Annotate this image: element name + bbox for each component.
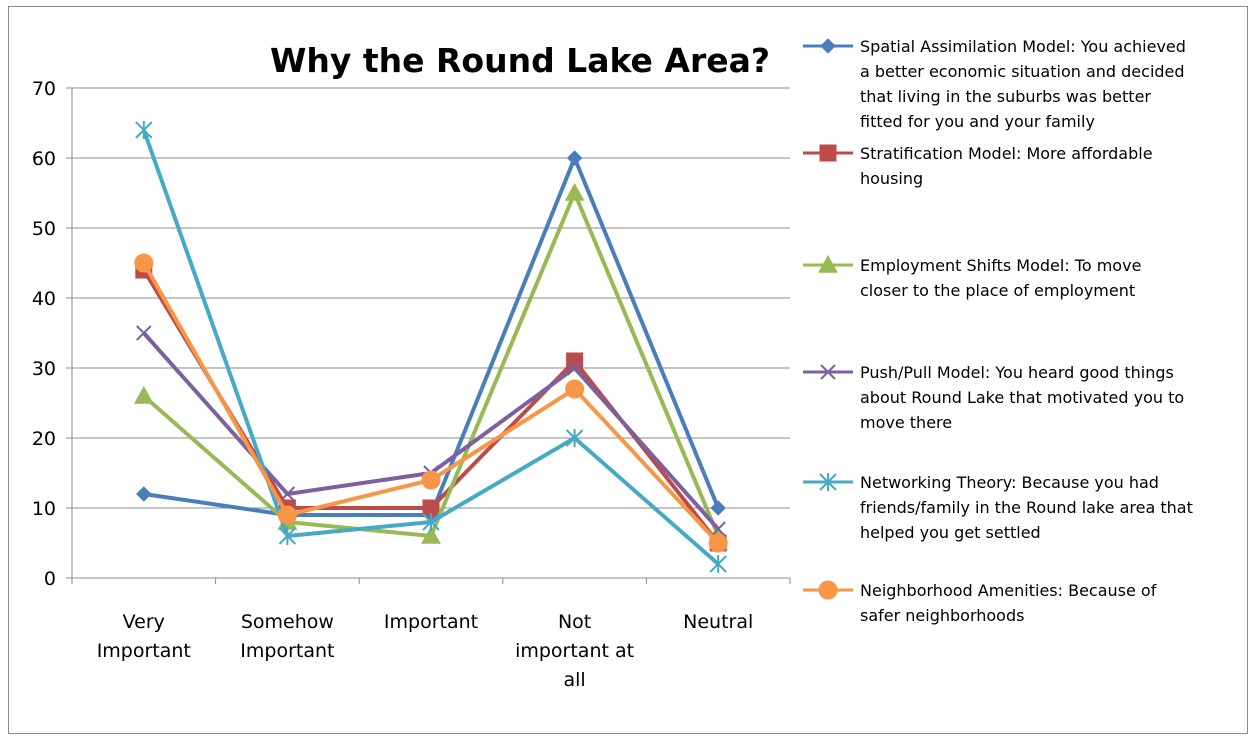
y-tick-label-60: 60 [32,148,56,170]
y-tick-label-50: 50 [32,218,56,240]
series-4 [135,121,727,573]
data-point-5-0 [134,253,154,273]
y-tick-label-40: 40 [32,288,56,310]
data-point-3-4 [710,521,726,537]
axis-layer: 0 10 20 30 40 50 60 70 Very Important Somehow Impor… [32,78,791,691]
legend-label-4: Networking Theory: Because you had friend… [860,473,1193,542]
data-point-0-4 [710,500,726,516]
data-point-2-3 [564,182,585,201]
chart-frame [8,6,1248,734]
legend-label-5: Neighborhood Amenities: Because of safer … [860,581,1157,625]
data-point-4-3 [565,429,584,447]
data-point-2-0 [133,385,154,404]
series-layer [133,121,729,573]
y-tick-label-0: 0 [44,568,56,590]
legend-entry-2: Employment Shifts Model: To move closer t… [803,254,1141,300]
legend-entry-1: Stratification Model: More affordable hou… [803,144,1153,188]
legend-swatch-marker-3 [820,364,836,380]
y-tick-label-20: 20 [32,428,56,450]
grid-layer [72,87,790,509]
x-category-label-0: Very Important [97,611,191,662]
series-5 [134,253,728,553]
data-point-3-3 [566,360,583,376]
x-category-label-3: Not important at all [515,611,634,691]
x-category-label-4: Neutral [683,611,753,633]
legend-swatch-marker-4 [819,473,837,491]
data-point-4-4 [709,555,727,573]
data-point-0-3 [566,150,583,166]
data-point-5-4 [708,533,728,553]
x-category-label-1: Somehow Important [240,611,334,662]
legend-label-3: Push/Pull Model: You heard good things ab… [860,363,1184,432]
data-point-5-2 [421,470,441,490]
legend-label-0: Spatial Assimilation Model: You achieved… [860,37,1186,131]
y-tick-label-70: 70 [32,78,56,100]
legend-swatch-marker-0 [820,38,836,54]
data-point-4-2 [422,513,440,531]
legend-entry-4: Networking Theory: Because you had friend… [803,473,1193,542]
legend-entry-5: Neighborhood Amenities: Because of safer … [803,580,1157,625]
legend-swatch-marker-2 [818,254,838,273]
legend-label-2: Employment Shifts Model: To move closer t… [860,256,1141,300]
legend-swatch-marker-1 [819,144,837,162]
x-category-label-2: Important [384,611,478,633]
y-tick-label-10: 10 [32,498,56,520]
series-line-4 [141,129,720,566]
data-point-4-1 [278,527,297,545]
data-point-5-1 [277,505,297,525]
legend: Spatial Assimilation Model: You achieved… [803,37,1193,625]
legend-entry-3: Push/Pull Model: You heard good things ab… [803,363,1184,432]
legend-entry-0: Spatial Assimilation Model: You achieved… [803,37,1186,131]
data-point-0-0 [136,486,152,502]
legend-label-1: Stratification Model: More affordable hou… [860,144,1153,188]
legend-swatch-marker-5 [818,580,838,600]
series-line-0 [143,156,721,517]
data-point-3-0 [136,325,152,341]
data-point-5-3 [565,379,585,399]
y-tick-label-30: 30 [32,358,56,380]
data-point-3-1 [279,486,296,502]
data-point-4-0 [135,121,153,139]
data-point-2-2 [421,525,441,544]
chart-title: Why the Round Lake Area? [270,41,770,80]
